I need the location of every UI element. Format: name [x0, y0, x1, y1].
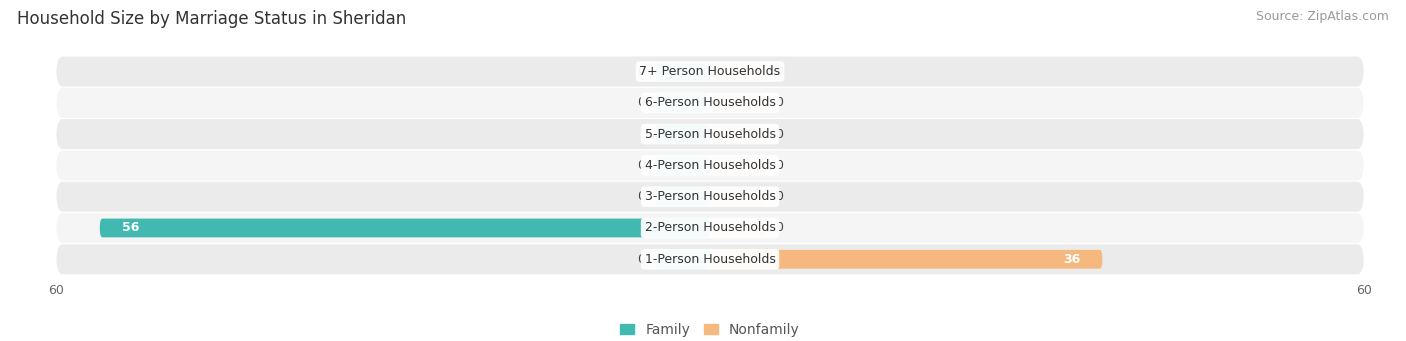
Text: 5-Person Households: 5-Person Households: [644, 128, 776, 140]
Text: 0: 0: [637, 96, 644, 109]
Text: 2-Person Households: 2-Person Households: [644, 222, 776, 235]
FancyBboxPatch shape: [710, 187, 765, 206]
Text: Household Size by Marriage Status in Sheridan: Household Size by Marriage Status in She…: [17, 10, 406, 28]
FancyBboxPatch shape: [655, 250, 710, 269]
FancyBboxPatch shape: [710, 93, 765, 112]
Text: 0: 0: [776, 222, 783, 235]
FancyBboxPatch shape: [710, 250, 1102, 269]
FancyBboxPatch shape: [56, 57, 1364, 87]
Text: Source: ZipAtlas.com: Source: ZipAtlas.com: [1256, 10, 1389, 23]
Text: 0: 0: [776, 128, 783, 140]
Text: 0: 0: [776, 190, 783, 203]
Text: 5: 5: [678, 128, 686, 140]
Text: 3-Person Households: 3-Person Households: [644, 190, 776, 203]
Text: 0: 0: [776, 159, 783, 172]
Text: 0: 0: [637, 253, 644, 266]
FancyBboxPatch shape: [56, 244, 1364, 274]
FancyBboxPatch shape: [56, 150, 1364, 180]
FancyBboxPatch shape: [655, 187, 710, 206]
Text: 36: 36: [1063, 253, 1080, 266]
Text: 0: 0: [637, 159, 644, 172]
FancyBboxPatch shape: [56, 119, 1364, 149]
FancyBboxPatch shape: [655, 156, 710, 175]
FancyBboxPatch shape: [655, 62, 710, 81]
FancyBboxPatch shape: [710, 125, 765, 144]
Text: 1-Person Households: 1-Person Households: [644, 253, 776, 266]
FancyBboxPatch shape: [655, 125, 710, 144]
FancyBboxPatch shape: [710, 219, 765, 237]
FancyBboxPatch shape: [100, 219, 710, 237]
FancyBboxPatch shape: [56, 213, 1364, 243]
FancyBboxPatch shape: [655, 93, 710, 112]
FancyBboxPatch shape: [710, 62, 765, 81]
FancyBboxPatch shape: [710, 156, 765, 175]
Text: 0: 0: [637, 190, 644, 203]
Text: 0: 0: [637, 65, 644, 78]
FancyBboxPatch shape: [56, 182, 1364, 212]
FancyBboxPatch shape: [56, 88, 1364, 118]
Text: 7+ Person Households: 7+ Person Households: [640, 65, 780, 78]
Legend: Family, Nonfamily: Family, Nonfamily: [620, 323, 800, 337]
Text: 6-Person Households: 6-Person Households: [644, 96, 776, 109]
Text: 4-Person Households: 4-Person Households: [644, 159, 776, 172]
Text: 56: 56: [122, 222, 139, 235]
Text: 0: 0: [776, 96, 783, 109]
Text: 0: 0: [776, 65, 783, 78]
